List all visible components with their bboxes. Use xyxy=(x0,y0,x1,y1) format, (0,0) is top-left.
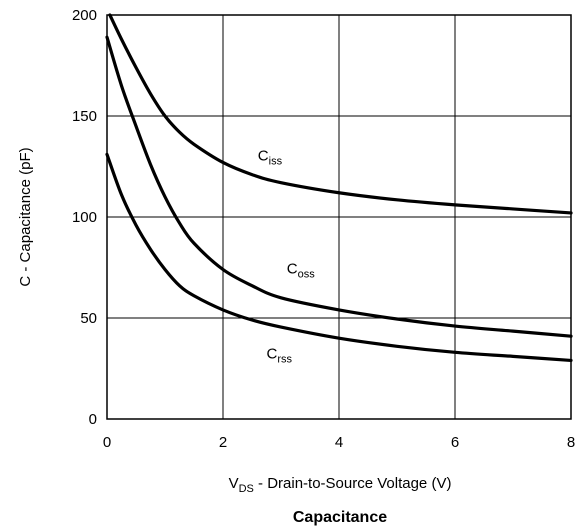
y-tick-label: 50 xyxy=(80,310,97,327)
y-tick-labels: 0 50 100 150 200 xyxy=(72,7,97,428)
x-axis-label: VDS - Drain-to-Source Voltage (V) xyxy=(229,475,452,495)
y-tick-label: 100 xyxy=(72,209,97,226)
grid-lines xyxy=(107,15,571,419)
x-tick-label: 4 xyxy=(335,434,343,451)
x-axis-label-sub: DS xyxy=(239,483,254,495)
y-tick-label: 200 xyxy=(72,7,97,24)
series-line-crss xyxy=(105,152,573,363)
series-line-coss xyxy=(105,35,573,338)
x-tick-labels: 0 2 4 6 8 xyxy=(103,434,575,451)
series-label-coss: Coss xyxy=(287,261,315,281)
x-axis-label-main: V xyxy=(229,475,239,492)
y-axis-label: C - Capacitance (pF) xyxy=(17,147,34,286)
series-label-ciss: Ciss xyxy=(258,147,283,167)
chart-title: Capacitance xyxy=(293,509,387,526)
series-labels: Ciss Coss Crss xyxy=(258,147,315,365)
y-tick-label: 150 xyxy=(72,108,97,125)
series-line-ciss xyxy=(108,13,573,215)
plot-frame xyxy=(106,14,572,420)
x-tick-label: 0 xyxy=(103,434,111,451)
x-tick-label: 8 xyxy=(567,434,575,451)
x-axis-label-rest: - Drain-to-Source Voltage (V) xyxy=(254,475,452,492)
x-tick-label: 2 xyxy=(219,434,227,451)
series-curves xyxy=(105,13,573,363)
series-label-crss: Crss xyxy=(267,345,293,365)
x-tick-label: 6 xyxy=(451,434,459,451)
y-tick-label: 0 xyxy=(89,411,97,428)
